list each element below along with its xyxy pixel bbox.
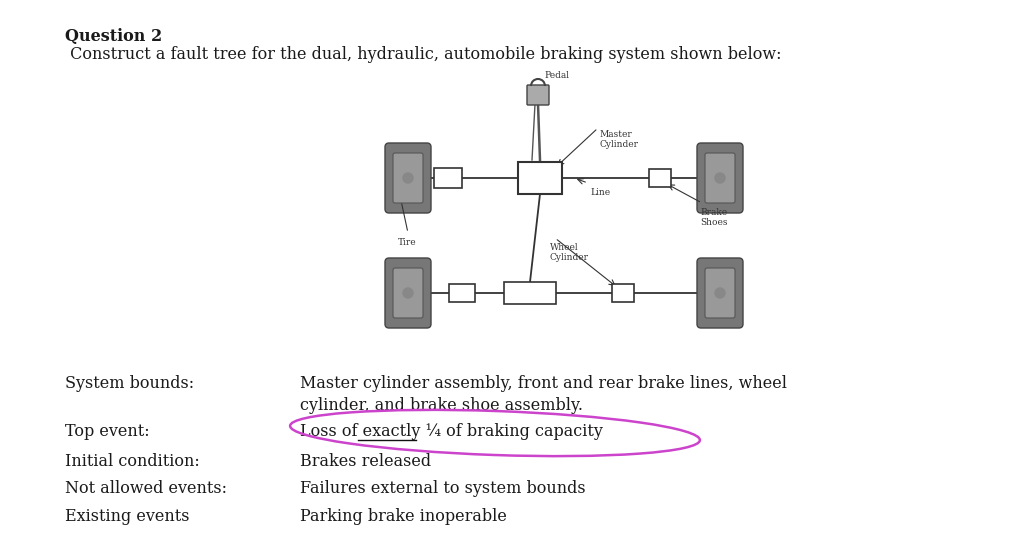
FancyBboxPatch shape: [385, 143, 431, 213]
FancyBboxPatch shape: [393, 153, 423, 203]
Text: Loss of exactly ¼ of braking capacity: Loss of exactly ¼ of braking capacity: [300, 423, 603, 440]
Circle shape: [715, 288, 725, 298]
FancyBboxPatch shape: [705, 153, 735, 203]
FancyBboxPatch shape: [527, 85, 549, 105]
Text: Not allowed events:: Not allowed events:: [65, 480, 227, 497]
FancyBboxPatch shape: [385, 258, 431, 328]
Bar: [434, 168, 462, 188]
FancyBboxPatch shape: [697, 258, 743, 328]
Text: Brakes released: Brakes released: [300, 453, 431, 470]
Bar: [518, 162, 562, 194]
Text: Failures external to system bounds: Failures external to system bounds: [300, 480, 586, 497]
Text: Pedal: Pedal: [544, 71, 569, 80]
Circle shape: [403, 288, 413, 298]
Text: Top event:: Top event:: [65, 423, 150, 440]
FancyBboxPatch shape: [393, 268, 423, 318]
FancyBboxPatch shape: [697, 143, 743, 213]
Text: Tire: Tire: [398, 238, 417, 247]
Text: Construct a fault tree for the dual, hydraulic, automobile braking system shown : Construct a fault tree for the dual, hyd…: [65, 46, 781, 63]
Text: Parking brake inoperable: Parking brake inoperable: [300, 508, 507, 525]
Circle shape: [715, 173, 725, 183]
Text: System bounds:: System bounds:: [65, 375, 195, 392]
Text: Initial condition:: Initial condition:: [65, 453, 200, 470]
Bar: [612, 284, 634, 302]
Bar: [449, 284, 475, 302]
FancyBboxPatch shape: [705, 268, 735, 318]
Bar: [649, 169, 671, 187]
Text: cylinder, and brake shoe assembly.: cylinder, and brake shoe assembly.: [300, 397, 583, 414]
Text: Brake
Shoes: Brake Shoes: [700, 208, 727, 228]
Text: Master cylinder assembly, front and rear brake lines, wheel: Master cylinder assembly, front and rear…: [300, 375, 787, 392]
Text: Existing events: Existing events: [65, 508, 189, 525]
Text: Question 2: Question 2: [65, 28, 162, 45]
Text: Master
Cylinder: Master Cylinder: [600, 130, 639, 149]
Text: Line: Line: [590, 188, 610, 197]
Text: Wheel
Cylinder: Wheel Cylinder: [550, 243, 589, 262]
Circle shape: [403, 173, 413, 183]
Bar: [504, 282, 556, 304]
